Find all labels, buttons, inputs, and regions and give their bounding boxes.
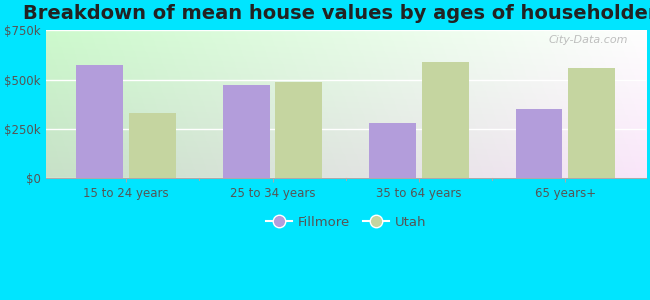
Bar — [515, 109, 562, 178]
Bar — [77, 65, 124, 178]
Bar — [129, 113, 176, 178]
Bar — [276, 82, 322, 178]
Bar — [422, 62, 469, 178]
Title: Breakdown of mean house values by ages of householders: Breakdown of mean house values by ages o… — [23, 4, 650, 23]
Bar — [369, 123, 416, 178]
Legend: Fillmore, Utah: Fillmore, Utah — [261, 211, 431, 234]
Bar — [568, 68, 615, 178]
Bar — [223, 85, 270, 178]
Text: City-Data.com: City-Data.com — [549, 35, 628, 45]
